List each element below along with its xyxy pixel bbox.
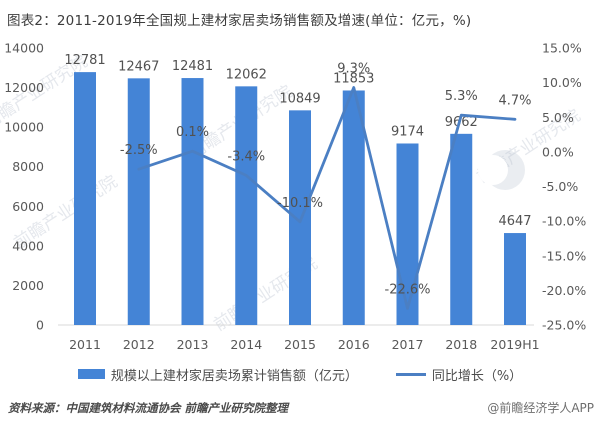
bar-value-label: 11853 — [333, 71, 374, 86]
x-axis-label: 2018 — [445, 337, 477, 352]
bar-value-label: 4647 — [498, 214, 531, 229]
line-value-label: 9.3% — [337, 61, 370, 76]
right-axis-tick: -25.0% — [542, 318, 586, 333]
right-axis-tick: 10.0% — [542, 75, 582, 90]
right-axis-tick: 15.0% — [542, 41, 582, 56]
legend-item-sales: 规模以上建材家居卖场累计销售额（亿元） — [77, 365, 358, 384]
line-value-label: 5.3% — [445, 89, 478, 104]
growth-line — [137, 86, 517, 310]
line-value-label: -3.4% — [227, 149, 265, 164]
x-axis-label: 2011 — [69, 337, 101, 352]
bar-2016 — [342, 90, 365, 326]
right-axis-tick: 0.0% — [542, 144, 574, 159]
legend-label-sales: 规模以上建材家居卖场累计销售额（亿元） — [110, 368, 358, 384]
bar-2019H1 — [504, 233, 526, 325]
bar-2014 — [235, 86, 258, 325]
chart-footer: 资料来源：中国建筑材料流通协会 前瞻产业研究院整理 @前瞻经济学人APP — [8, 399, 594, 416]
x-axis-label: 2015 — [284, 337, 316, 352]
credit-note: @前瞻经济学人APP — [487, 401, 594, 415]
right-axis-tick: -10.0% — [542, 214, 586, 229]
right-axis-tick: -5.0% — [542, 179, 578, 194]
bar-series-swatch — [77, 369, 105, 379]
legend-label-growth: 同比增长（%） — [431, 368, 523, 384]
x-axis-label: 2013 — [177, 337, 209, 352]
line-value-label: -10.1% — [277, 196, 323, 211]
bar-2012 — [127, 78, 150, 325]
left-axis-tick: 6000 — [12, 199, 44, 214]
left-axis-tick: 10000 — [4, 120, 44, 135]
line-value-label: -2.5% — [120, 143, 158, 158]
data-source-note: 资料来源：中国建筑材料流通协会 前瞻产业研究院整理 — [8, 401, 289, 415]
left-axis-tick: 8000 — [12, 159, 44, 174]
bar-2018 — [450, 133, 473, 325]
line-value-label: 4.7% — [498, 93, 531, 108]
line-series-swatch — [395, 372, 426, 376]
left-axis-tick: 0 — [36, 318, 44, 333]
line-value-label: -22.6% — [385, 282, 431, 297]
right-axis-tick: 5.0% — [542, 110, 574, 125]
bar-2013 — [181, 78, 204, 325]
left-axis-tick: 14000 — [4, 41, 44, 56]
left-axis-tick: 2000 — [12, 278, 44, 293]
x-axis-label: 2016 — [338, 337, 370, 352]
left-axis-tick: 12000 — [4, 80, 44, 95]
bar-value-label: 12781 — [64, 53, 105, 68]
bar-2015 — [289, 110, 311, 325]
x-axis-label: 2019H1 — [490, 337, 539, 352]
bar-2011 — [74, 72, 96, 326]
left-axis-tick: 4000 — [12, 238, 44, 253]
bar-value-label: 9662 — [445, 115, 478, 130]
legend-item-growth: 同比增长（%） — [395, 365, 523, 384]
bar-value-label: 10849 — [279, 91, 320, 106]
bar-value-label: 12062 — [226, 67, 267, 82]
bar-value-label: 12481 — [172, 59, 213, 74]
line-value-label: 0.1% — [176, 125, 209, 140]
x-axis-label: 2017 — [392, 337, 424, 352]
x-axis-label: 2014 — [230, 337, 262, 352]
right-axis-tick: -15.0% — [542, 248, 586, 263]
bar-value-label: 9174 — [391, 124, 424, 139]
chart-legend: 规模以上建材家居卖场累计销售额（亿元） 同比增长（%） — [0, 364, 600, 384]
bar-2017 — [396, 143, 419, 325]
bar-value-label: 12467 — [118, 59, 159, 74]
chart-title: 图表2：2011-2019年全国规上建材家居卖场销售额及增速(单位：亿元，%) — [7, 13, 472, 29]
x-axis-label: 2012 — [123, 337, 155, 352]
right-axis-tick: -20.0% — [542, 283, 586, 298]
